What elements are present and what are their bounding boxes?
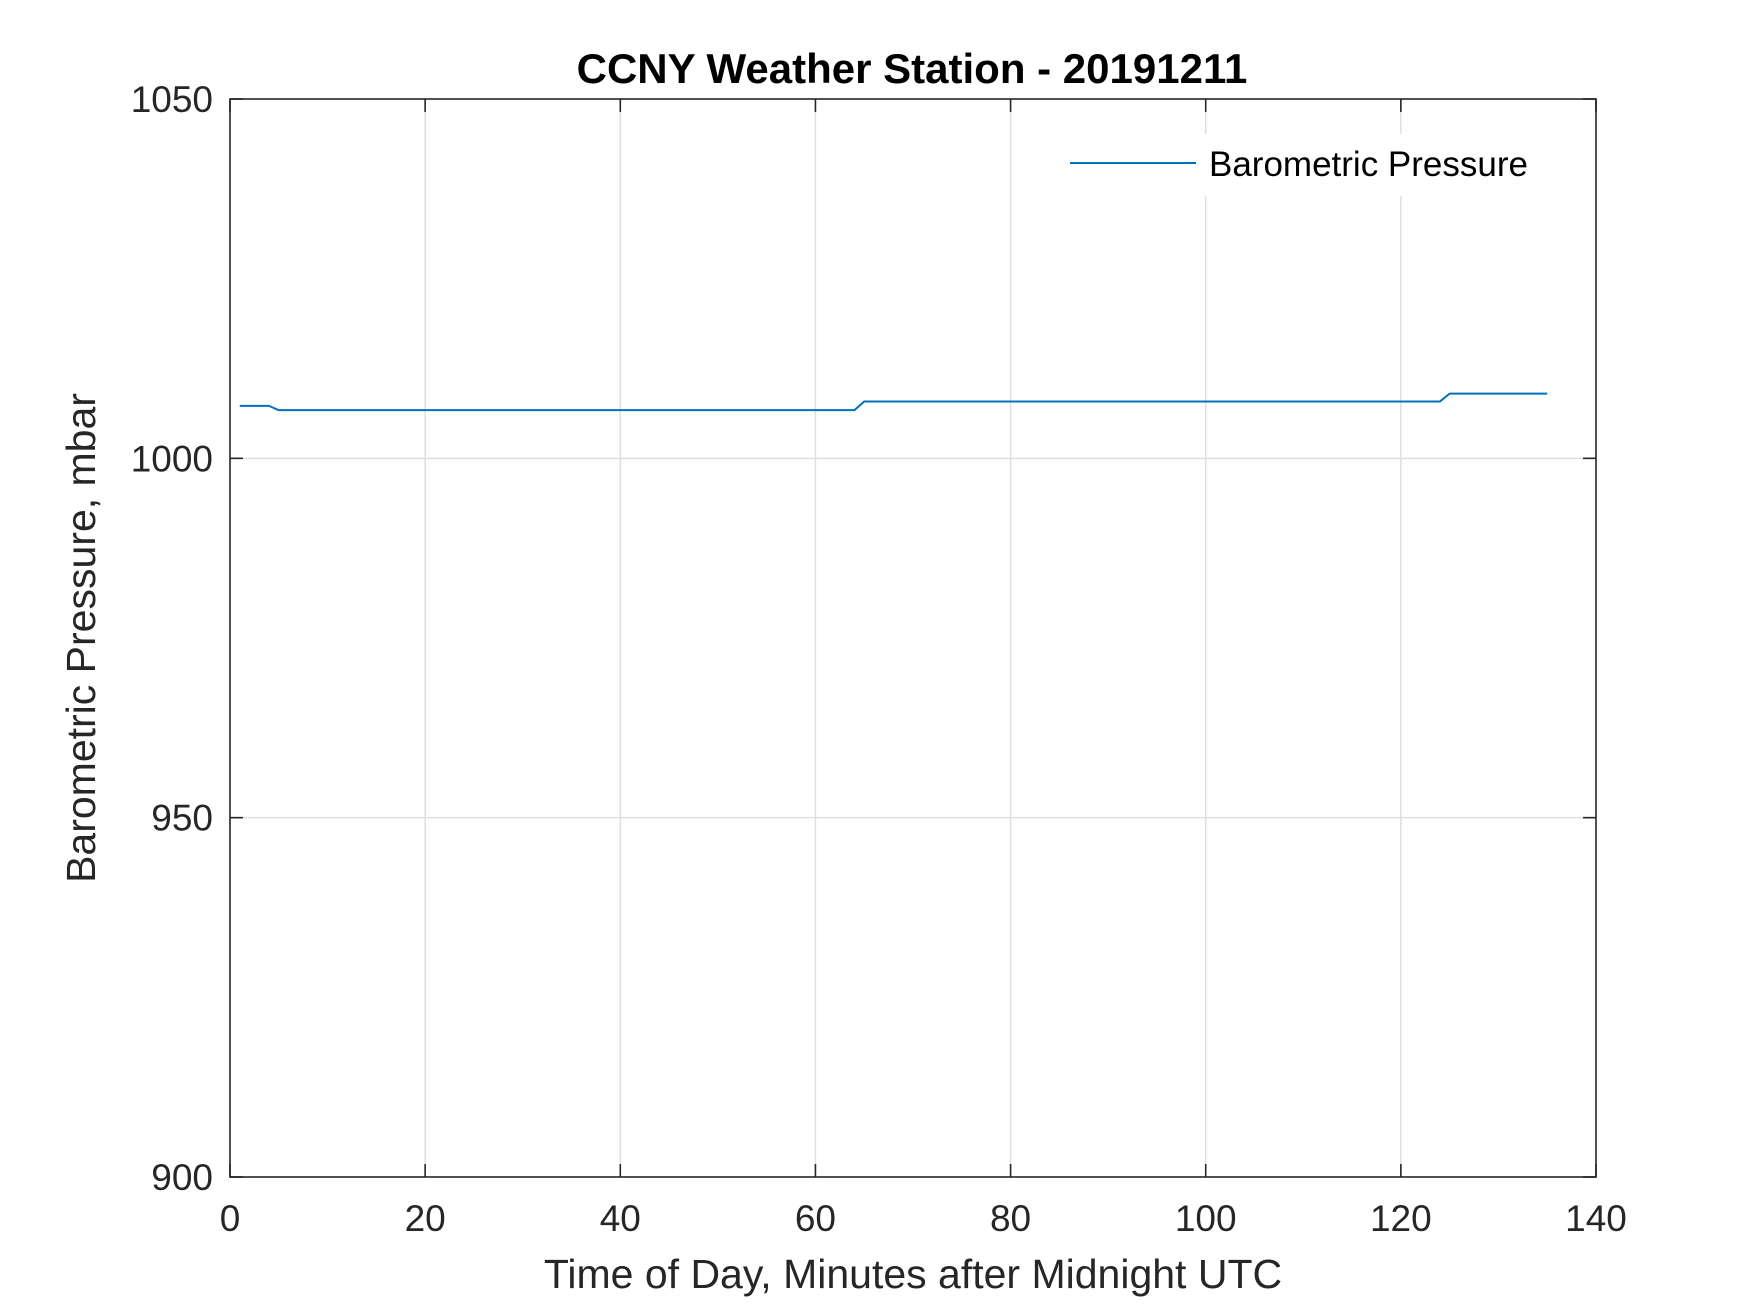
x-tick-label: 40 xyxy=(600,1198,641,1239)
x-tick-label: 20 xyxy=(405,1198,446,1239)
legend-box xyxy=(1060,134,1570,196)
chart-title: CCNY Weather Station - 20191211 xyxy=(577,45,1248,92)
series-layer xyxy=(239,392,1548,412)
x-tick-label: 60 xyxy=(795,1198,836,1239)
y-tick-label: 1050 xyxy=(131,79,213,120)
legend-label-barometric-pressure: Barometric Pressure xyxy=(1209,145,1528,184)
x-axis-label: Time of Day, Minutes after Midnight UTC xyxy=(544,1251,1282,1297)
y-tick-label: 900 xyxy=(151,1157,213,1198)
x-tick-label: 0 xyxy=(220,1198,241,1239)
series-line-barometric-pressure xyxy=(239,392,1548,412)
x-tick-label: 120 xyxy=(1370,1198,1432,1239)
legend: Barometric Pressure xyxy=(1060,134,1570,196)
grid-lines xyxy=(230,99,1596,1177)
y-tick-label: 1000 xyxy=(131,438,213,479)
x-tick-label: 140 xyxy=(1565,1198,1627,1239)
y-tick-labels: 900 950 1000 1050 xyxy=(131,79,213,1198)
y-axis-label: Barometric Pressure, mbar xyxy=(58,393,104,883)
x-tick-label: 100 xyxy=(1175,1198,1237,1239)
plot-area xyxy=(230,99,1596,1177)
x-tick-labels: 0 20 40 60 80 100 120 140 xyxy=(220,1198,1627,1239)
y-tick-label: 950 xyxy=(151,798,213,839)
axes-box xyxy=(229,98,1597,1178)
x-tick-label: 80 xyxy=(990,1198,1031,1239)
axis-ticks xyxy=(229,98,1597,1178)
